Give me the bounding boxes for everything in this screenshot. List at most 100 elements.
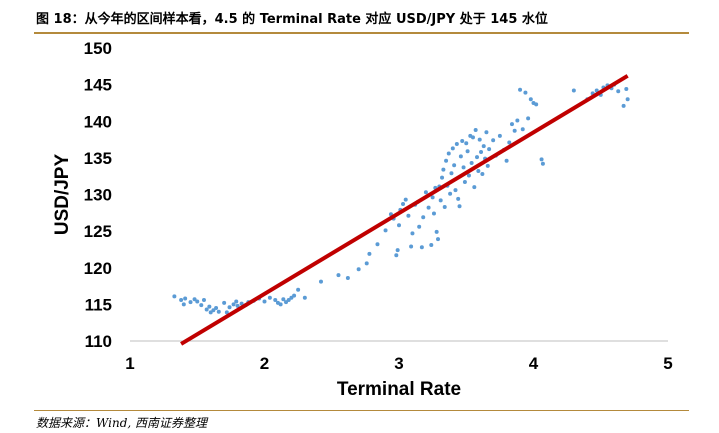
data-point bbox=[434, 229, 439, 234]
data-point bbox=[172, 294, 177, 299]
y-tick-label: 125 bbox=[84, 222, 112, 241]
data-point bbox=[491, 138, 496, 143]
data-point bbox=[345, 276, 350, 281]
data-point bbox=[444, 158, 449, 163]
data-point bbox=[430, 195, 435, 200]
data-point bbox=[367, 251, 372, 256]
trend-line-group bbox=[180, 74, 629, 346]
data-point bbox=[188, 300, 193, 305]
x-tick-label: 5 bbox=[663, 354, 672, 373]
data-point bbox=[383, 228, 388, 233]
bottom-rule bbox=[34, 410, 689, 411]
x-tick-label: 3 bbox=[394, 354, 403, 373]
data-point bbox=[515, 118, 520, 123]
y-tick-label: 110 bbox=[85, 332, 112, 351]
data-point bbox=[296, 287, 301, 292]
data-point bbox=[484, 130, 489, 135]
data-point bbox=[476, 169, 481, 174]
data-point bbox=[284, 300, 289, 305]
data-point bbox=[446, 151, 451, 156]
data-point bbox=[436, 237, 441, 242]
data-point bbox=[462, 180, 467, 185]
data-point bbox=[460, 139, 465, 144]
data-point bbox=[364, 261, 369, 266]
data-point bbox=[450, 146, 455, 151]
data-point bbox=[207, 304, 212, 309]
data-point bbox=[211, 308, 216, 313]
data-point bbox=[472, 185, 477, 190]
data-point bbox=[375, 242, 380, 247]
data-point bbox=[507, 140, 512, 145]
data-point bbox=[487, 147, 492, 152]
data-point bbox=[423, 190, 428, 195]
data-point bbox=[421, 215, 426, 220]
data-point bbox=[216, 309, 221, 314]
data-point bbox=[278, 302, 283, 307]
data-point bbox=[540, 161, 545, 166]
y-tick-label: 130 bbox=[84, 186, 112, 205]
y-tick-label: 140 bbox=[84, 112, 112, 131]
data-point bbox=[473, 128, 478, 133]
data-point bbox=[504, 158, 509, 163]
data-point bbox=[417, 224, 422, 229]
data-point bbox=[281, 297, 286, 302]
data-point bbox=[192, 297, 197, 302]
data-point bbox=[356, 267, 361, 272]
y-tick-label: 135 bbox=[84, 149, 112, 168]
data-point bbox=[485, 163, 490, 168]
data-point bbox=[336, 273, 341, 278]
data-point bbox=[440, 175, 445, 180]
data-point bbox=[523, 90, 528, 95]
data-point bbox=[442, 204, 447, 209]
x-tick-label: 1 bbox=[125, 354, 134, 373]
data-point bbox=[441, 167, 446, 172]
x-tick-label: 4 bbox=[529, 354, 539, 373]
data-point bbox=[625, 97, 630, 102]
data-point bbox=[409, 244, 414, 249]
data-point bbox=[234, 299, 239, 304]
data-point bbox=[469, 161, 474, 166]
data-point bbox=[267, 295, 272, 300]
data-point bbox=[616, 89, 621, 94]
data-point bbox=[195, 299, 200, 304]
data-point bbox=[224, 310, 229, 315]
data-point bbox=[464, 141, 469, 146]
data-point bbox=[571, 88, 576, 93]
data-point bbox=[397, 223, 401, 228]
x-axis-title: Terminal Rate bbox=[337, 379, 461, 400]
data-point bbox=[289, 295, 294, 300]
data-point bbox=[456, 196, 461, 201]
data-point bbox=[429, 243, 434, 248]
data-point bbox=[431, 211, 436, 216]
data-point bbox=[465, 149, 470, 154]
y-tick-label: 150 bbox=[84, 39, 112, 58]
data-point bbox=[183, 296, 188, 301]
data-point bbox=[179, 297, 184, 302]
data-point bbox=[201, 297, 206, 302]
data-point bbox=[534, 102, 539, 107]
data-point bbox=[302, 295, 307, 300]
data-point bbox=[448, 191, 453, 196]
data-point bbox=[475, 155, 480, 160]
data-point bbox=[518, 87, 523, 92]
data-point bbox=[227, 305, 232, 310]
y-axis-title: USD/JPY bbox=[52, 154, 73, 236]
data-point bbox=[479, 150, 484, 155]
data-point bbox=[481, 144, 486, 149]
data-point bbox=[458, 154, 463, 159]
y-tick-label: 115 bbox=[85, 295, 112, 314]
data-point bbox=[449, 171, 454, 176]
y-tick-label: 120 bbox=[84, 259, 112, 278]
data-point bbox=[526, 116, 531, 121]
top-rule bbox=[34, 32, 689, 34]
data-point bbox=[394, 253, 399, 258]
data-point bbox=[470, 135, 475, 140]
data-point bbox=[286, 297, 291, 302]
data-point bbox=[181, 302, 186, 307]
data-point bbox=[426, 205, 431, 210]
data-point bbox=[624, 87, 629, 92]
fit-line bbox=[180, 74, 629, 346]
data-point bbox=[528, 97, 533, 102]
data-point bbox=[231, 302, 236, 307]
